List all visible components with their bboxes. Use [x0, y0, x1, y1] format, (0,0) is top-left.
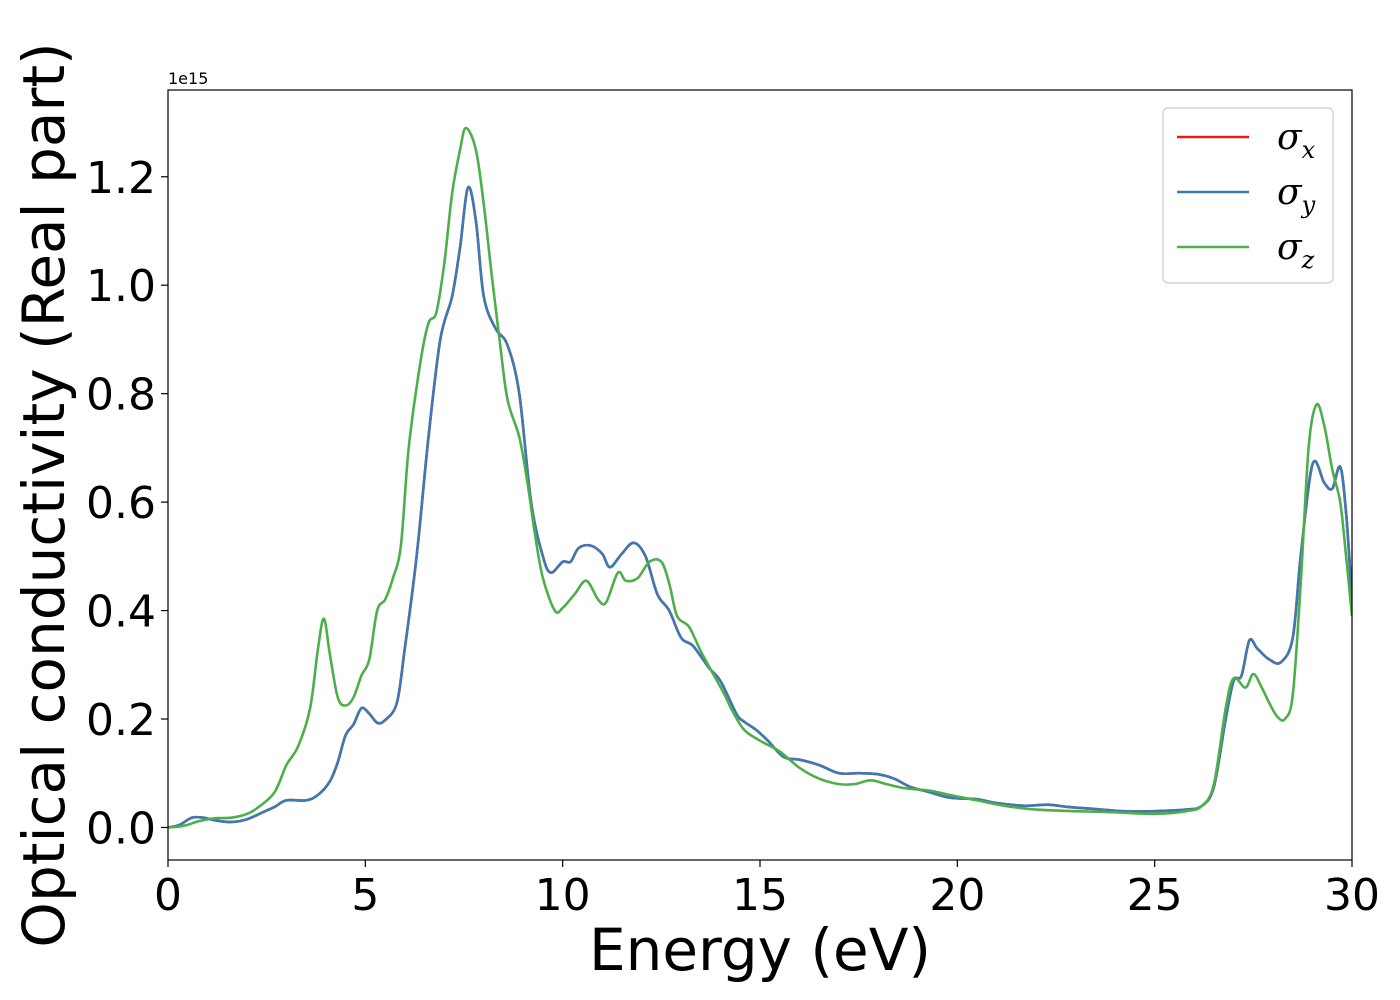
x-tick-label: 10	[535, 870, 591, 921]
series-line-sigma-z	[168, 126, 1352, 829]
legend-box	[1162, 107, 1334, 284]
legend-subscript: y	[1301, 191, 1316, 219]
y-axis: 0.0 0.2 0.4 0.6 0.8 1.0 1.2	[86, 153, 168, 854]
y-tick-label: 1.2	[86, 153, 156, 204]
x-tick-label: 30	[1324, 870, 1380, 921]
x-axis: 0 5 10 15 20 25 30	[154, 860, 1380, 921]
y-tick-label: 1.0	[86, 261, 156, 312]
x-axis-title: Energy (eV)	[589, 916, 931, 984]
y-axis-title: Optical conductivity (Real part)	[10, 42, 78, 947]
x-tick-label: 15	[732, 870, 788, 921]
y-tick-label: 0.2	[86, 695, 156, 746]
x-tick-label: 0	[154, 870, 182, 921]
y-tick-label: 0.8	[86, 370, 156, 421]
y-tick-label: 0.0	[86, 803, 156, 854]
y-tick-label: 0.4	[86, 587, 156, 638]
series-layer	[168, 126, 1352, 829]
legend-subscript: z	[1301, 246, 1315, 274]
y-tick-label: 0.6	[86, 478, 156, 529]
x-tick-label: 20	[929, 870, 985, 921]
x-tick-label: 25	[1127, 870, 1183, 921]
x-tick-label: 5	[351, 870, 379, 921]
legend-subscript: x	[1302, 136, 1316, 164]
y-offset-label: 1e15	[168, 69, 208, 88]
